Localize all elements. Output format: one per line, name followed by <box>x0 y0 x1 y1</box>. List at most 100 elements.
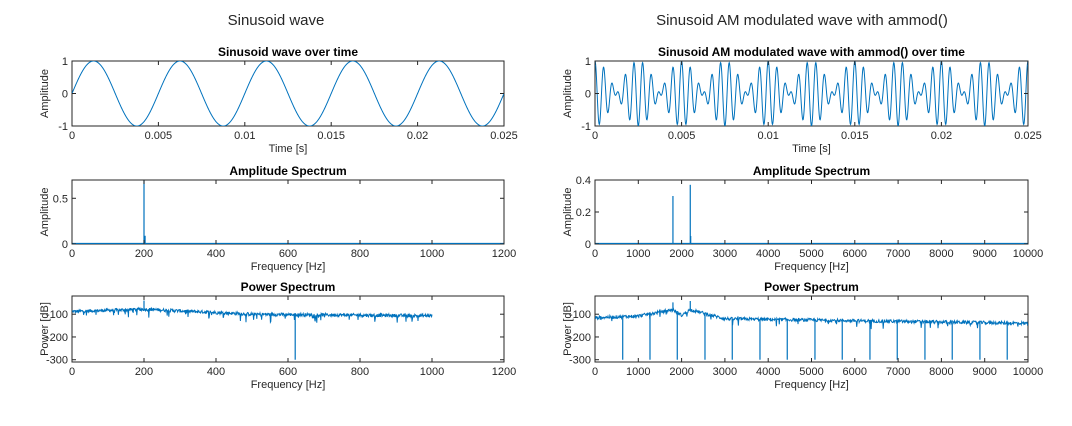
x-tick-label: 4000 <box>756 248 780 260</box>
y-axis-label: Amplitude <box>562 69 574 118</box>
x-tick-label: 1000 <box>626 248 650 260</box>
x-axis-label: Frequency [Hz] <box>251 261 326 273</box>
x-axis-label: Frequency [Hz] <box>774 379 849 391</box>
x-axis-label: Frequency [Hz] <box>251 379 326 391</box>
x-tick-label: 5000 <box>799 248 823 260</box>
right-figure-title: Sinusoid AM modulated wave with ammod() <box>656 12 948 29</box>
plot-area <box>71 295 505 363</box>
x-tick-label: 1200 <box>492 366 516 378</box>
x-tick-label: 0.02 <box>407 130 428 142</box>
plot-area <box>594 295 1029 363</box>
y-tick-label: -300 <box>46 355 68 367</box>
y-tick-label: 0.4 <box>576 175 591 187</box>
subplot-5: 0 200 400 600 800 1000 1200 -300 -200 -100 Power S… <box>39 280 516 391</box>
y-tick-label: -100 <box>46 309 68 321</box>
x-tick-label: 1200 <box>492 248 516 260</box>
y-axis-label: Amplitude <box>562 188 574 237</box>
power-trace <box>595 307 1028 330</box>
x-tick-label: 400 <box>207 366 225 378</box>
x-tick-label: 0.015 <box>317 130 345 142</box>
x-tick-label: 10000 <box>1013 248 1044 260</box>
y-tick-label: -1 <box>58 121 68 133</box>
left-figure-title: Sinusoid wave <box>228 12 325 29</box>
y-tick-label: -200 <box>46 332 68 344</box>
x-tick-label: 800 <box>351 248 369 260</box>
y-tick-label: -300 <box>569 355 591 367</box>
signal-trace <box>595 61 1028 126</box>
x-axis-label: Time [s] <box>792 143 831 155</box>
x-tick-label: 3000 <box>713 366 737 378</box>
x-tick-label: 0.005 <box>145 130 173 142</box>
y-tick-label: -200 <box>569 332 591 344</box>
y-axis-label: Power [dB] <box>562 302 574 356</box>
data-layer <box>595 301 1028 360</box>
x-tick-label: 9000 <box>972 366 996 378</box>
subplot-title: Power Spectrum <box>764 280 859 294</box>
x-tick-label: 2000 <box>669 366 693 378</box>
x-tick-label: 8000 <box>929 248 953 260</box>
x-tick-label: 3000 <box>713 248 737 260</box>
x-tick-label: 2000 <box>669 248 693 260</box>
x-tick-label: 4000 <box>756 366 780 378</box>
plot-area <box>594 179 1029 245</box>
x-axis-label: Frequency [Hz] <box>774 261 849 273</box>
power-trace <box>72 306 433 325</box>
x-tick-label: 9000 <box>972 248 996 260</box>
data-layer <box>72 300 433 360</box>
x-tick-label: 600 <box>279 366 297 378</box>
x-tick-label: 10000 <box>1013 366 1044 378</box>
x-tick-label: 0.02 <box>931 130 952 142</box>
y-tick-label: 0 <box>585 239 591 251</box>
y-tick-label: -100 <box>569 309 591 321</box>
subplot-title: Sinusoid AM modulated wave with ammod() … <box>658 45 965 59</box>
x-tick-label: 0.025 <box>1014 130 1042 142</box>
y-axis-label: Power [dB] <box>39 302 51 356</box>
y-axis-label: Amplitude <box>39 188 51 237</box>
y-tick-label: 0 <box>62 89 68 101</box>
x-tick-label: 0 <box>592 130 598 142</box>
x-tick-label: 800 <box>351 366 369 378</box>
x-tick-label: 0.01 <box>757 130 778 142</box>
x-tick-label: 0.005 <box>668 130 696 142</box>
x-tick-label: 0 <box>592 366 598 378</box>
y-axis-label: Amplitude <box>39 69 51 118</box>
y-tick-label: 1 <box>62 56 68 68</box>
y-tick-label: 0.2 <box>576 207 591 219</box>
signal-trace <box>72 61 504 126</box>
y-tick-label: 1 <box>585 56 591 68</box>
x-tick-label: 6000 <box>843 248 867 260</box>
plot-area <box>594 60 1029 127</box>
x-tick-label: 0.015 <box>841 130 869 142</box>
x-axis-label: Time [s] <box>269 143 308 155</box>
data-layer <box>595 61 1028 126</box>
x-tick-label: 6000 <box>843 366 867 378</box>
x-tick-label: 1000 <box>420 366 444 378</box>
x-tick-label: 1000 <box>626 366 650 378</box>
x-tick-label: 0 <box>592 248 598 260</box>
y-tick-label: 0.5 <box>53 193 68 205</box>
x-tick-label: 0 <box>69 130 75 142</box>
subplot-4: 0 1000 2000 3000 4000 5000 6000 7000 8000 9000 100… <box>562 164 1043 273</box>
x-tick-label: 0.01 <box>234 130 255 142</box>
x-tick-label: 200 <box>135 366 153 378</box>
x-tick-label: 7000 <box>886 366 910 378</box>
subplot-title: Amplitude Spectrum <box>753 164 870 178</box>
plot-area <box>71 179 505 245</box>
x-tick-label: 0 <box>69 248 75 260</box>
subplot-6: 0 1000 2000 3000 4000 5000 6000 7000 8000 9000 100… <box>562 280 1043 391</box>
x-tick-label: 7000 <box>886 248 910 260</box>
y-tick-label: 0 <box>62 239 68 251</box>
data-layer <box>72 61 504 126</box>
x-tick-label: 600 <box>279 248 297 260</box>
y-tick-label: 0 <box>585 89 591 101</box>
x-tick-label: 8000 <box>929 366 953 378</box>
subplot-title: Power Spectrum <box>241 280 336 294</box>
x-tick-label: 0 <box>69 366 75 378</box>
subplot-title: Amplitude Spectrum <box>229 164 346 178</box>
x-tick-label: 200 <box>135 248 153 260</box>
subplot-title: Sinusoid wave over time <box>218 45 358 59</box>
